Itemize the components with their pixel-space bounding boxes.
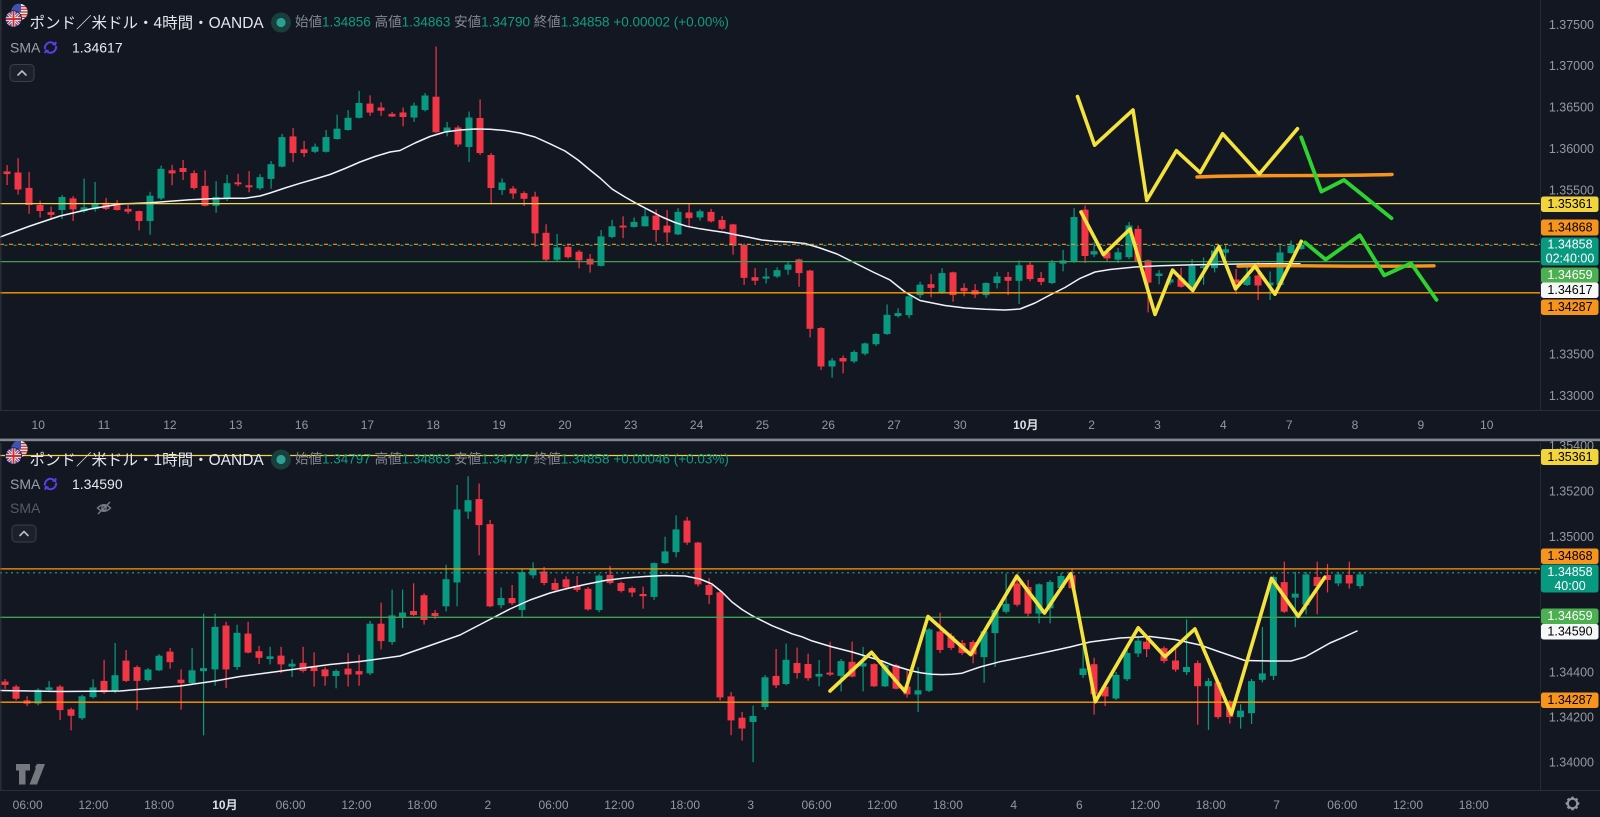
svg-text:7: 7 bbox=[1286, 418, 1293, 432]
svg-text:18:00: 18:00 bbox=[1196, 798, 1226, 812]
svg-text:1.34659: 1.34659 bbox=[1547, 609, 1592, 623]
svg-text:1.34858: 1.34858 bbox=[1547, 565, 1592, 579]
svg-text:16: 16 bbox=[295, 418, 309, 432]
svg-text:30: 30 bbox=[953, 418, 967, 432]
svg-text:06:00: 06:00 bbox=[1327, 798, 1357, 812]
svg-text:1.35500: 1.35500 bbox=[1549, 183, 1594, 197]
svg-text:20: 20 bbox=[558, 418, 572, 432]
svg-text:3: 3 bbox=[1154, 418, 1161, 432]
svg-text:9: 9 bbox=[1417, 418, 1424, 432]
svg-text:始値1.34797 高値1.34863 安値1.3479: 始値1.34797 高値1.34863 安値1.34797 終値1.34858 … bbox=[295, 451, 729, 467]
svg-text:1.34868: 1.34868 bbox=[1547, 549, 1592, 563]
svg-text:2: 2 bbox=[484, 798, 491, 812]
svg-text:12:00: 12:00 bbox=[604, 798, 634, 812]
svg-text:1.34858: 1.34858 bbox=[1547, 238, 1592, 252]
svg-text:12:00: 12:00 bbox=[78, 798, 108, 812]
svg-text:10: 10 bbox=[1480, 418, 1494, 432]
svg-text:4: 4 bbox=[1220, 418, 1227, 432]
svg-text:10月: 10月 bbox=[212, 798, 237, 812]
svg-text:1.34000: 1.34000 bbox=[1549, 755, 1594, 769]
svg-text:1.33500: 1.33500 bbox=[1549, 347, 1594, 361]
svg-text:1.33000: 1.33000 bbox=[1549, 389, 1594, 403]
svg-text:1.35200: 1.35200 bbox=[1549, 484, 1594, 498]
svg-text:26: 26 bbox=[822, 418, 836, 432]
svg-text:1.37500: 1.37500 bbox=[1549, 18, 1594, 32]
svg-text:18:00: 18:00 bbox=[933, 798, 963, 812]
svg-text:1.34287: 1.34287 bbox=[1547, 300, 1592, 314]
svg-text:1.35361: 1.35361 bbox=[1547, 450, 1592, 464]
svg-text:6: 6 bbox=[1076, 798, 1083, 812]
svg-text:1.34200: 1.34200 bbox=[1549, 711, 1594, 725]
svg-text:1.34590: 1.34590 bbox=[1547, 625, 1592, 639]
svg-text:SMA: SMA bbox=[10, 40, 41, 56]
svg-text:3: 3 bbox=[747, 798, 754, 812]
svg-text:12:00: 12:00 bbox=[867, 798, 897, 812]
svg-text:SMA: SMA bbox=[10, 476, 41, 492]
svg-text:ポンド／米ドル・1時間・OANDA: ポンド／米ドル・1時間・OANDA bbox=[30, 451, 265, 469]
svg-text:1.34287: 1.34287 bbox=[1547, 693, 1592, 707]
svg-text:始値1.34856 高値1.34863 安値1.3479: 始値1.34856 高値1.34863 安値1.34790 終値1.34858 … bbox=[295, 14, 729, 30]
svg-text:24: 24 bbox=[690, 418, 704, 432]
svg-text:18:00: 18:00 bbox=[1459, 798, 1489, 812]
svg-text:4: 4 bbox=[1010, 798, 1017, 812]
svg-text:8: 8 bbox=[1352, 418, 1359, 432]
svg-text:ポンド／米ドル・4時間・OANDA: ポンド／米ドル・4時間・OANDA bbox=[30, 14, 265, 32]
svg-text:1.34659: 1.34659 bbox=[1547, 268, 1592, 282]
svg-text:12:00: 12:00 bbox=[1393, 798, 1423, 812]
svg-text:SMA: SMA bbox=[10, 500, 41, 516]
svg-text:06:00: 06:00 bbox=[13, 798, 43, 812]
svg-text:1.34617: 1.34617 bbox=[72, 40, 123, 56]
svg-text:25: 25 bbox=[756, 418, 770, 432]
svg-text:7: 7 bbox=[1273, 798, 1280, 812]
svg-text:1.34400: 1.34400 bbox=[1549, 665, 1594, 679]
svg-text:12:00: 12:00 bbox=[341, 798, 371, 812]
svg-text:1.37000: 1.37000 bbox=[1549, 59, 1594, 73]
svg-text:10月: 10月 bbox=[1013, 418, 1038, 432]
svg-text:1.35361: 1.35361 bbox=[1547, 197, 1592, 211]
svg-text:1.36500: 1.36500 bbox=[1549, 101, 1594, 115]
svg-text:06:00: 06:00 bbox=[801, 798, 831, 812]
svg-text:1.34868: 1.34868 bbox=[1547, 220, 1592, 234]
svg-text:18: 18 bbox=[427, 418, 441, 432]
svg-text:17: 17 bbox=[361, 418, 375, 432]
svg-text:18:00: 18:00 bbox=[670, 798, 700, 812]
svg-text:10: 10 bbox=[32, 418, 46, 432]
svg-text:23: 23 bbox=[624, 418, 638, 432]
svg-text:06:00: 06:00 bbox=[538, 798, 568, 812]
svg-text:27: 27 bbox=[887, 418, 901, 432]
svg-text:06:00: 06:00 bbox=[276, 798, 306, 812]
svg-text:13: 13 bbox=[229, 418, 243, 432]
svg-text:02:40:00: 02:40:00 bbox=[1546, 252, 1595, 266]
svg-text:19: 19 bbox=[492, 418, 506, 432]
svg-text:2: 2 bbox=[1088, 418, 1095, 432]
svg-text:12: 12 bbox=[163, 418, 177, 432]
svg-text:18:00: 18:00 bbox=[144, 798, 174, 812]
svg-text:40:00: 40:00 bbox=[1554, 579, 1585, 593]
svg-text:11: 11 bbox=[98, 418, 111, 432]
svg-text:18:00: 18:00 bbox=[407, 798, 437, 812]
svg-text:1.36000: 1.36000 bbox=[1549, 142, 1594, 156]
svg-text:1.34617: 1.34617 bbox=[1547, 283, 1592, 297]
svg-text:1.35000: 1.35000 bbox=[1549, 530, 1594, 544]
svg-text:1.34590: 1.34590 bbox=[72, 476, 123, 492]
svg-text:12:00: 12:00 bbox=[1130, 798, 1160, 812]
